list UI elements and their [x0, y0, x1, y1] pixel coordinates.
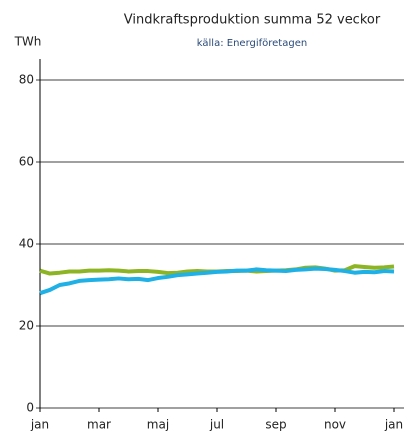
chart-title: Vindkraftsproduktion summa 52 veckor: [124, 13, 381, 28]
x-tick-label: nov: [324, 418, 346, 432]
x-tick-label: jul: [209, 418, 224, 432]
y-tick-label: 60: [19, 155, 34, 169]
line-series: [39, 266, 395, 296]
y-axis-label: TWh: [14, 35, 42, 49]
x-tick-label: sep: [265, 418, 286, 432]
x-tick-label: mar: [87, 418, 111, 432]
x-tick-label: jan: [30, 418, 49, 432]
x-tick-label: jan: [384, 418, 403, 432]
chart-subtitle: källa: Energiföretagen: [197, 38, 307, 49]
y-tick-label: 40: [19, 237, 34, 251]
y-tick-label: 20: [19, 319, 34, 333]
x-tick-label: maj: [147, 418, 169, 432]
y-tick-label: 80: [19, 73, 34, 87]
y-tick-label: 0: [26, 401, 34, 415]
